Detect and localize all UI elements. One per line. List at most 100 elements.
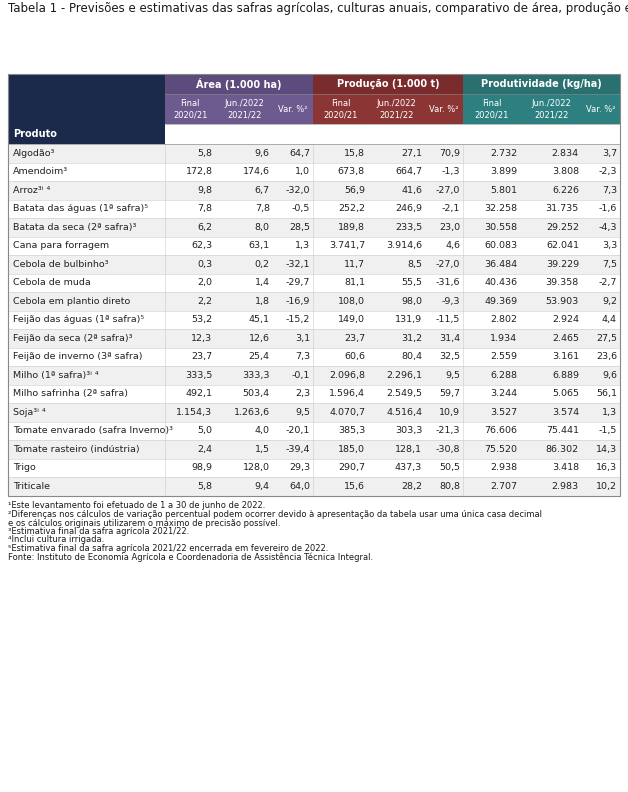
Text: Triticale: Triticale — [13, 482, 50, 491]
Bar — [8, 74, 620, 496]
Text: 2.938: 2.938 — [490, 463, 517, 472]
Text: 233,5: 233,5 — [395, 223, 422, 232]
Text: 2.465: 2.465 — [552, 333, 579, 343]
Text: -1,3: -1,3 — [441, 167, 460, 177]
Text: 4,0: 4,0 — [255, 426, 269, 436]
Text: -27,0: -27,0 — [436, 260, 460, 268]
Bar — [8, 292, 620, 310]
Text: Jun./2022
2021/22: Jun./2022 2021/22 — [224, 99, 264, 119]
Text: e os cálculos originais utilizarem o máximo de precisão possível.: e os cálculos originais utilizarem o máx… — [8, 519, 281, 527]
Text: 246,9: 246,9 — [395, 204, 422, 213]
Bar — [8, 421, 620, 440]
Bar — [273, 94, 313, 124]
Text: 23,6: 23,6 — [596, 352, 617, 361]
Text: Cebola em plantio direto: Cebola em plantio direto — [13, 297, 130, 306]
Text: 80,8: 80,8 — [440, 482, 460, 491]
Text: 25,4: 25,4 — [249, 352, 269, 361]
Text: Final
2020/21: Final 2020/21 — [173, 99, 207, 119]
Text: 2,4: 2,4 — [198, 445, 212, 454]
Text: ⁵Estimativa final da safra agrícola 2021/22 encerrada em fevereiro de 2022.: ⁵Estimativa final da safra agrícola 2021… — [8, 544, 328, 553]
Bar — [8, 403, 620, 421]
Text: 3,1: 3,1 — [295, 333, 310, 343]
Text: 664,7: 664,7 — [395, 167, 422, 177]
Text: 31,4: 31,4 — [439, 333, 460, 343]
Text: 3.741,7: 3.741,7 — [329, 242, 365, 250]
Text: 3.418: 3.418 — [552, 463, 579, 472]
Text: -11,5: -11,5 — [436, 315, 460, 324]
Text: 3.244: 3.244 — [490, 389, 517, 398]
Text: Final
2020/21: Final 2020/21 — [323, 99, 358, 119]
Bar — [582, 94, 620, 124]
Bar — [8, 440, 620, 459]
Text: 1,0: 1,0 — [295, 167, 310, 177]
Text: Feijão de inverno (3ª safra): Feijão de inverno (3ª safra) — [13, 352, 143, 361]
Text: 1.934: 1.934 — [490, 333, 517, 343]
Text: Cebola de muda: Cebola de muda — [13, 278, 91, 287]
Text: 9,5: 9,5 — [445, 371, 460, 379]
Text: Produto: Produto — [13, 129, 57, 139]
Text: 2.802: 2.802 — [490, 315, 517, 324]
Text: 98,0: 98,0 — [401, 297, 422, 306]
Text: 39.229: 39.229 — [546, 260, 579, 268]
Text: 27,1: 27,1 — [401, 149, 422, 158]
Text: -2,3: -2,3 — [598, 167, 617, 177]
Text: Cana para forragem: Cana para forragem — [13, 242, 109, 250]
Text: 6,7: 6,7 — [255, 186, 269, 195]
Text: -4,3: -4,3 — [598, 223, 617, 232]
Text: Batata da seca (2ª safra)³: Batata da seca (2ª safra)³ — [13, 223, 136, 232]
Text: 3.914,6: 3.914,6 — [386, 242, 422, 250]
Text: 9,5: 9,5 — [295, 408, 310, 417]
Text: 5.801: 5.801 — [490, 186, 517, 195]
Text: 70,9: 70,9 — [440, 149, 460, 158]
Text: 15,8: 15,8 — [344, 149, 365, 158]
Text: 4,6: 4,6 — [445, 242, 460, 250]
Text: 189,8: 189,8 — [338, 223, 365, 232]
Text: -9,3: -9,3 — [441, 297, 460, 306]
Text: ⁴Inclui cultura irrigada.: ⁴Inclui cultura irrigada. — [8, 535, 104, 545]
Text: Milho safrinha (2ª safra): Milho safrinha (2ª safra) — [13, 389, 128, 398]
Text: 62.041: 62.041 — [546, 242, 579, 250]
Text: 9,2: 9,2 — [602, 297, 617, 306]
Text: Tomate rasteiro (indústria): Tomate rasteiro (indústria) — [13, 445, 139, 454]
Text: 60,6: 60,6 — [344, 352, 365, 361]
Text: 172,8: 172,8 — [185, 167, 212, 177]
Text: Soja³ⁱ ⁴: Soja³ⁱ ⁴ — [13, 408, 46, 417]
Text: 62,3: 62,3 — [192, 242, 212, 250]
Text: 8,5: 8,5 — [407, 260, 422, 268]
Text: 64,7: 64,7 — [289, 149, 310, 158]
Bar — [313, 74, 463, 94]
Text: Feijão da seca (2ª safra)³: Feijão da seca (2ª safra)³ — [13, 333, 133, 343]
Bar — [8, 162, 620, 181]
Text: 36.484: 36.484 — [484, 260, 517, 268]
Text: Jun./2022
2021/22: Jun./2022 2021/22 — [531, 99, 571, 119]
Text: 53.903: 53.903 — [546, 297, 579, 306]
Text: 437,3: 437,3 — [395, 463, 422, 472]
Text: 23,0: 23,0 — [439, 223, 460, 232]
Text: 2.707: 2.707 — [490, 482, 517, 491]
Text: 7,3: 7,3 — [295, 352, 310, 361]
Text: 50,5: 50,5 — [440, 463, 460, 472]
Text: 333,5: 333,5 — [185, 371, 212, 379]
Text: -21,3: -21,3 — [436, 426, 460, 436]
Text: -1,5: -1,5 — [598, 426, 617, 436]
Text: 10,2: 10,2 — [596, 482, 617, 491]
Text: 9,6: 9,6 — [602, 371, 617, 379]
Text: 1,8: 1,8 — [255, 297, 269, 306]
Text: 8,0: 8,0 — [255, 223, 269, 232]
Text: Final
2020/21: Final 2020/21 — [475, 99, 509, 119]
Text: 4,4: 4,4 — [602, 315, 617, 324]
Text: -0,1: -0,1 — [291, 371, 310, 379]
Text: 76.606: 76.606 — [484, 426, 517, 436]
Text: Var. %²: Var. %² — [586, 105, 615, 113]
Text: 32,5: 32,5 — [439, 352, 460, 361]
Text: 30.558: 30.558 — [484, 223, 517, 232]
Text: 3.527: 3.527 — [490, 408, 517, 417]
Text: 3,7: 3,7 — [602, 149, 617, 158]
Text: 15,6: 15,6 — [344, 482, 365, 491]
Text: 174,6: 174,6 — [242, 167, 269, 177]
Text: 1.596,4: 1.596,4 — [329, 389, 365, 398]
Text: -39,4: -39,4 — [286, 445, 310, 454]
Text: 53,2: 53,2 — [192, 315, 212, 324]
Text: 41,6: 41,6 — [401, 186, 422, 195]
Text: 56,9: 56,9 — [344, 186, 365, 195]
